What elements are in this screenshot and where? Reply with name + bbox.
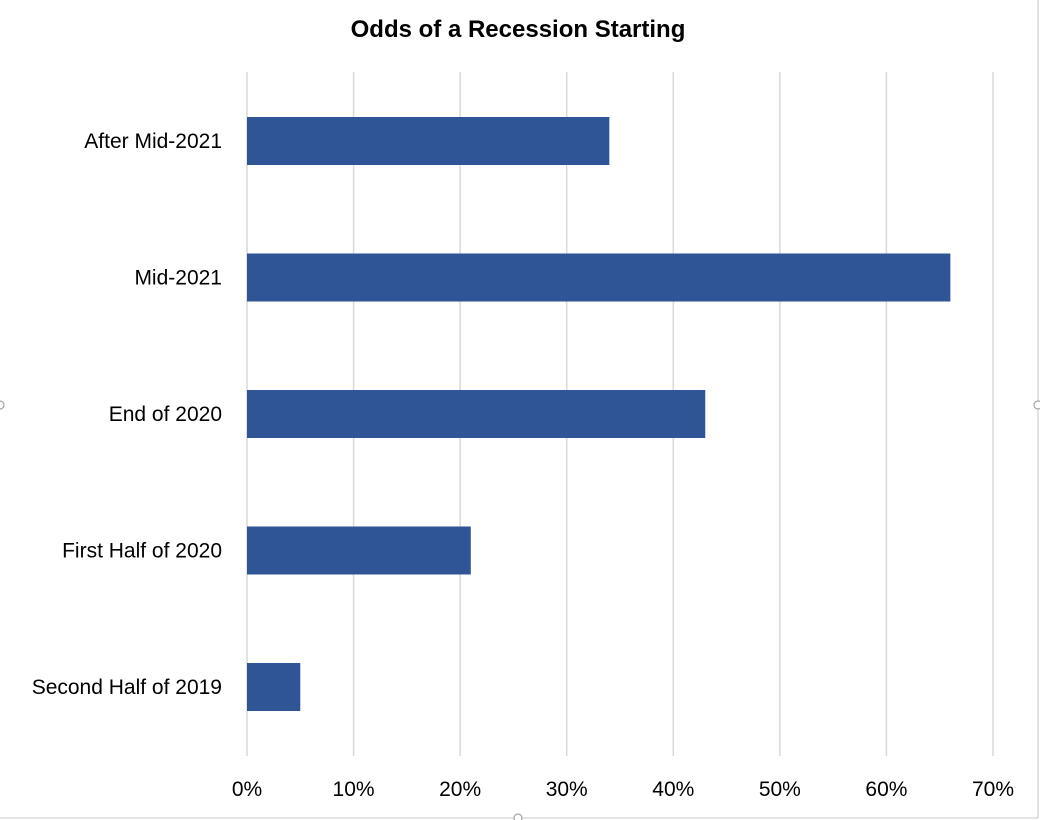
bars [247, 117, 951, 711]
bar [247, 526, 471, 575]
x-tick-label: 40% [652, 778, 694, 801]
x-tick-label: 20% [439, 778, 481, 801]
x-tick-label: 60% [865, 778, 907, 801]
bar [247, 117, 610, 165]
resize-handle-bottom[interactable] [513, 813, 523, 820]
x-tick-label: 30% [546, 778, 588, 801]
category-labels: After Mid-2021 Mid-2021 End of 2020 First H… [32, 130, 222, 699]
bar [247, 663, 301, 711]
category-label: Mid-2021 [134, 267, 222, 290]
category-label: End of 2020 [109, 403, 222, 426]
resize-handle-left[interactable] [0, 400, 5, 410]
category-label: Second Half of 2019 [32, 676, 222, 699]
resize-handle-right[interactable] [1033, 400, 1040, 410]
x-tick-label: 0% [232, 778, 262, 801]
category-label: First Half of 2020 [62, 540, 222, 563]
x-tick-labels: 0% 10% 20% 30% 40% 50% 60% 70% [232, 778, 1014, 801]
category-label: After Mid-2021 [84, 130, 222, 153]
bar [247, 253, 951, 302]
chart-title: Odds of a Recession Starting [351, 16, 686, 43]
x-tick-label: 10% [333, 778, 375, 801]
bar [247, 390, 706, 438]
x-tick-label: 50% [759, 778, 801, 801]
x-tick-label: 70% [972, 778, 1014, 801]
